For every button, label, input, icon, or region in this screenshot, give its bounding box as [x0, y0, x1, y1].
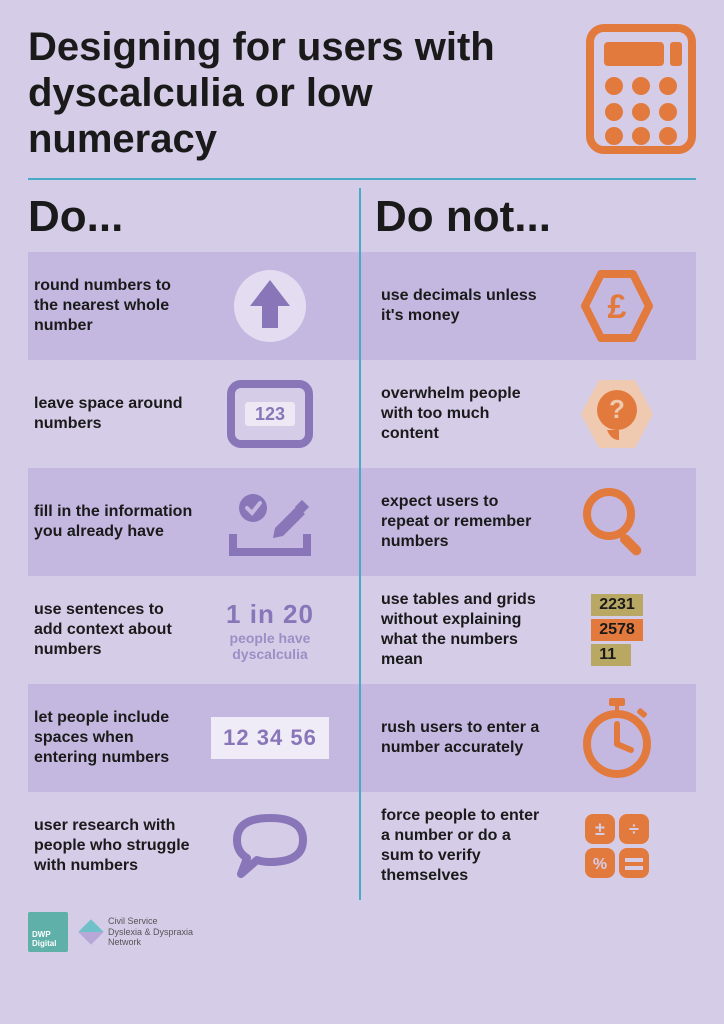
- arrow-up-icon: [210, 266, 330, 346]
- calculator-icon: [586, 24, 696, 159]
- donot-text: overwhelm people with too much content: [381, 384, 541, 444]
- stat-small: people have dyscalculia: [210, 630, 330, 662]
- dwp-logo: DWP Digital: [28, 912, 68, 952]
- donot-text: expect users to repeat or remember numbe…: [381, 492, 541, 552]
- columns-header: Do... Do not...: [28, 188, 696, 252]
- do-text: let people include spaces when entering …: [34, 708, 194, 768]
- donot-text: force people to enter a number or do a s…: [381, 806, 541, 886]
- stat-big: 1 in 20: [210, 599, 330, 630]
- do-text: fill in the information you already have: [34, 502, 194, 542]
- column-divider: [359, 252, 361, 360]
- speech-bubble-icon: [210, 808, 330, 884]
- svg-text:£: £: [608, 288, 627, 326]
- footer: DWP Digital Civil Service Dyslexia & Dys…: [28, 900, 696, 952]
- do-cell: fill in the information you already have: [28, 468, 349, 576]
- svg-text:?: ?: [609, 394, 625, 424]
- column-divider: [359, 684, 361, 792]
- column-divider: [359, 468, 361, 576]
- check-pencil-icon: [210, 484, 330, 560]
- table-cells-icon: 2231 2578 11: [557, 594, 677, 666]
- donot-cell: use decimals unless it's money £: [375, 252, 696, 360]
- do-text: use sentences to add context about numbe…: [34, 600, 194, 660]
- stat-text-icon: 1 in 20 people have dyscalculia: [210, 599, 330, 662]
- tip-row: round numbers to the nearest whole numbe…: [28, 252, 696, 360]
- csdn-diamond-icon: [78, 919, 103, 944]
- calc-keys-icon: ± ÷ %: [557, 810, 677, 882]
- pound-hexagon-icon: £: [557, 266, 677, 346]
- donot-text: rush users to enter a number accurately: [381, 718, 541, 758]
- poster: Designing for users with dyscalculia or …: [0, 0, 724, 1024]
- table-cell: 2231: [591, 594, 643, 616]
- rows-container: round numbers to the nearest whole numbe…: [28, 252, 696, 900]
- question-head-icon: ?: [557, 374, 677, 454]
- tip-row: fill in the information you already have…: [28, 468, 696, 576]
- table-cell: 11: [591, 644, 631, 666]
- tip-row: leave space around numbers 123 overwhelm…: [28, 360, 696, 468]
- do-text: leave space around numbers: [34, 394, 194, 434]
- screen-123-icon: 123: [210, 378, 330, 450]
- do-cell: leave space around numbers 123: [28, 360, 349, 468]
- magnifier-icon: [557, 482, 677, 562]
- do-cell: round numbers to the nearest whole numbe…: [28, 252, 349, 360]
- donot-cell: rush users to enter a number accurately: [375, 684, 696, 792]
- svg-text:÷: ÷: [629, 819, 639, 839]
- table-cell: 2578: [591, 619, 643, 641]
- donot-text: use decimals unless it's money: [381, 286, 541, 326]
- donot-cell: use tables and grids without explaining …: [375, 576, 696, 684]
- csdn-text: Civil Service Dyslexia & Dyspraxia Netwo…: [108, 916, 193, 948]
- do-text: round numbers to the nearest whole numbe…: [34, 276, 194, 336]
- do-text: user research with people who struggle w…: [34, 816, 194, 876]
- donot-heading: Do not...: [375, 188, 696, 252]
- divider: [28, 178, 696, 180]
- do-heading: Do...: [28, 188, 349, 252]
- column-divider: [359, 576, 361, 684]
- spaced-digits: 12 34 56: [211, 717, 329, 759]
- tip-row: user research with people who struggle w…: [28, 792, 696, 900]
- svg-text:±: ±: [595, 819, 605, 839]
- column-divider: [359, 360, 361, 468]
- do-cell: let people include spaces when entering …: [28, 684, 349, 792]
- column-divider: [359, 188, 361, 252]
- svg-text:123: 123: [255, 404, 285, 424]
- donot-cell: force people to enter a number or do a s…: [375, 792, 696, 900]
- donot-cell: expect users to repeat or remember numbe…: [375, 468, 696, 576]
- column-divider: [359, 792, 361, 900]
- tip-row: let people include spaces when entering …: [28, 684, 696, 792]
- do-cell: use sentences to add context about numbe…: [28, 576, 349, 684]
- tip-row: use sentences to add context about numbe…: [28, 576, 696, 684]
- donot-cell: overwhelm people with too much content ?: [375, 360, 696, 468]
- donot-text: use tables and grids without explaining …: [381, 590, 541, 670]
- stopwatch-icon: [557, 696, 677, 780]
- header: Designing for users with dyscalculia or …: [28, 24, 696, 162]
- do-cell: user research with people who struggle w…: [28, 792, 349, 900]
- svg-text:%: %: [593, 856, 607, 873]
- spaced-digits-icon: 12 34 56: [210, 717, 330, 759]
- csdn-logo: Civil Service Dyslexia & Dyspraxia Netwo…: [82, 916, 193, 948]
- page-title: Designing for users with dyscalculia or …: [28, 24, 508, 162]
